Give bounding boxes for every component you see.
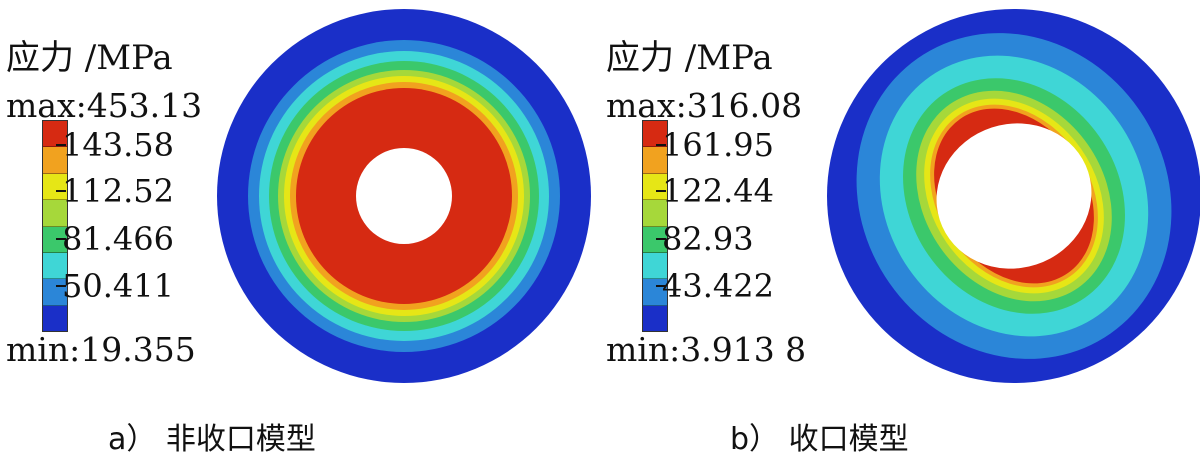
colorbar-swatch-8	[43, 305, 67, 331]
stress-contour-plot	[217, 9, 591, 383]
colorbar-tick-label-2: 112.52	[62, 172, 174, 210]
colorbar-tick-label-3: 82.93	[662, 220, 754, 258]
panel-shrink-model: 应力 /MPa max:316.08 161.95 122.44 82.93 4…	[600, 0, 1200, 465]
legend-min-label: min:19.355	[6, 330, 196, 369]
colorbar-tick-label-4: 43.422	[662, 267, 774, 305]
legend-title: 应力 /MPa	[606, 38, 773, 78]
stress-contour-plot	[827, 9, 1200, 383]
legend-title: 应力 /MPa	[6, 38, 173, 78]
colorbar-tick-label-2: 122.44	[662, 172, 774, 210]
panel-non-shrink-model: 应力 /MPa max:453.13 143.58 112.52 81.466 …	[0, 0, 600, 465]
legend-min-label: min:3.913 8	[606, 330, 807, 369]
legend-max-label: max:316.08	[606, 86, 803, 125]
colorbar-tick-label-1: 143.58	[62, 126, 174, 164]
contour-inner-hole	[936, 123, 1092, 269]
colorbar-tick-label-3: 81.466	[62, 220, 174, 258]
legend-max-label: max:453.13	[6, 86, 203, 125]
caption: a） 非收口模型	[108, 422, 316, 457]
colorbar-tick-label-1: 161.95	[662, 126, 774, 164]
caption: b） 收口模型	[730, 422, 909, 457]
colorbar-tick-label-4: 50.411	[62, 267, 174, 305]
colorbar-swatch-8	[643, 305, 667, 331]
contour-inner-hole	[356, 148, 452, 244]
